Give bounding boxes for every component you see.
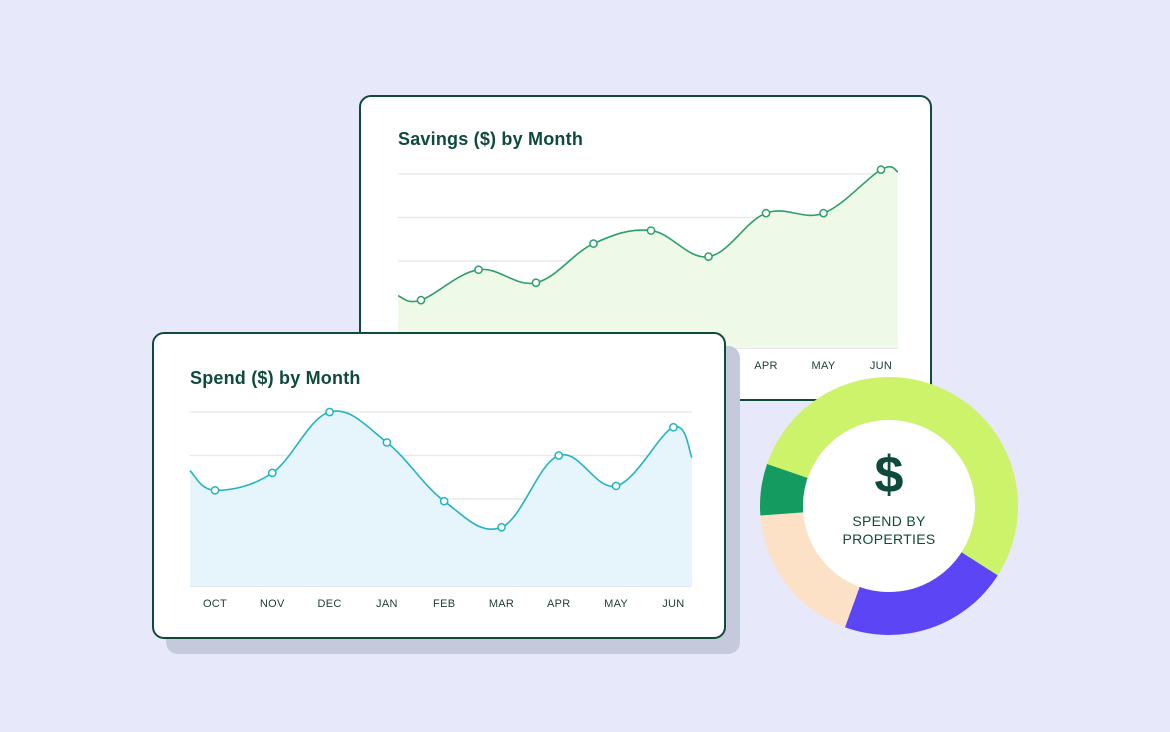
spend-tick-may: MAY — [604, 598, 628, 610]
savings-point-jun — [876, 165, 886, 175]
spend-point-jun — [669, 422, 678, 432]
savings-tick-may: MAY — [812, 360, 836, 372]
donut-slice-4 — [759, 464, 808, 516]
spend-chart-plot: OCT NOV DEC JAN FEB MAR APR MAY JUN — [189, 407, 693, 610]
spend-point-jan — [382, 438, 392, 447]
spend-tick-oct: OCT — [203, 598, 227, 610]
savings-point-may — [819, 208, 828, 218]
spend-tick-dec: DEC — [318, 598, 342, 610]
spend-point-dec — [325, 407, 334, 417]
spend-point-nov — [267, 468, 277, 478]
spend-point-apr — [554, 451, 564, 460]
spend-tick-mar: MAR — [489, 598, 514, 610]
donut-slice-1 — [767, 377, 1018, 576]
spend-tick-jan: JAN — [376, 598, 398, 610]
savings-point-nov — [474, 265, 483, 275]
savings-point-apr — [761, 208, 771, 218]
spend-point-may — [611, 481, 621, 491]
spend-point-mar — [497, 522, 506, 532]
dollar-icon: $ — [874, 446, 904, 504]
donut-hole — [803, 420, 975, 592]
spend-point-oct — [210, 485, 220, 495]
donut-label-line1: SPEND BY — [852, 513, 926, 529]
savings-point-jan — [589, 239, 598, 248]
donut-label-line2: PROPERTIES — [842, 531, 936, 547]
savings-tick-jun: JUN — [870, 360, 892, 372]
spend-point-feb — [439, 496, 449, 506]
savings-point-dec — [531, 278, 541, 288]
donut-slice-2 — [844, 552, 998, 635]
spend-tick-jun: JUN — [662, 598, 684, 610]
savings-tick-apr: APR — [754, 360, 778, 372]
savings-point-feb — [646, 226, 656, 235]
savings-chart-title: Savings ($) by Month — [398, 129, 584, 149]
spend-tick-feb: FEB — [433, 598, 455, 610]
donut-slice-3 — [760, 512, 860, 628]
spend-area — [190, 411, 692, 586]
spend-tick-apr: APR — [547, 598, 571, 610]
spend-tick-nov: NOV — [260, 598, 285, 610]
spend-chart-card: Spend ($) by Month OCT NOV DEC JAN FEB MAR APR… — [152, 332, 726, 639]
donut-label: SPEND BY PROPERTIES — [804, 512, 974, 548]
savings-point-oct — [416, 295, 426, 305]
savings-point-mar — [704, 252, 713, 261]
spend-chart-title: Spend ($) by Month — [190, 368, 361, 388]
